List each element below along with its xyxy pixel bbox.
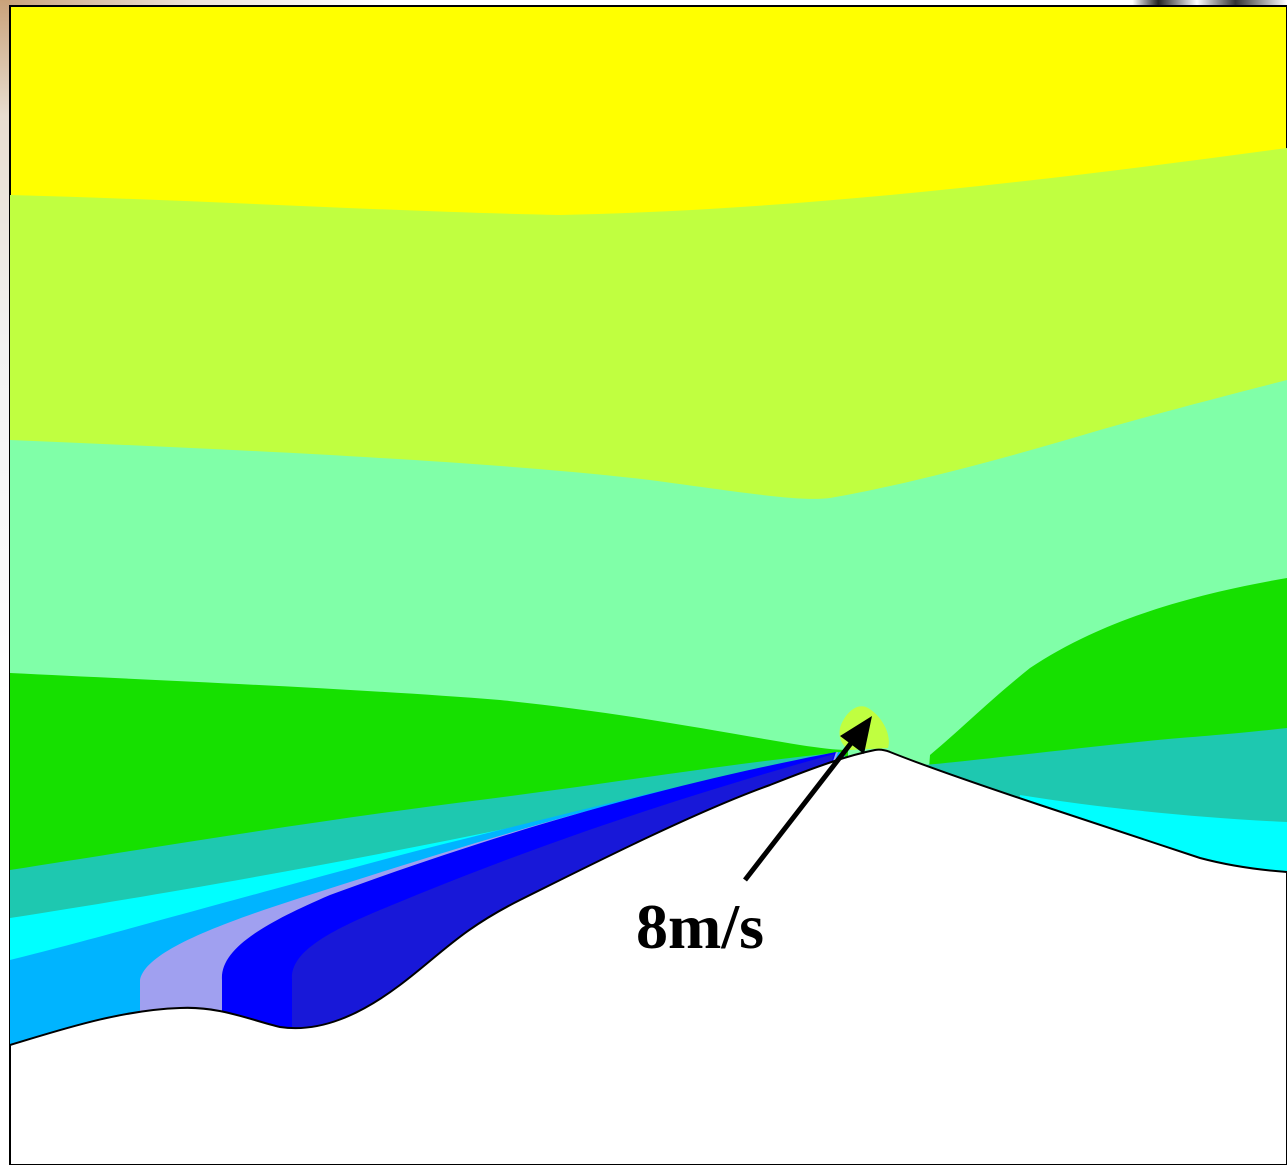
velocity-annotation-label: 8m/s [636, 891, 764, 962]
annotation-arrow [743, 716, 872, 882]
top-edge-strip [0, 0, 1287, 6]
terrain-profile [9, 748, 1287, 1165]
arrow-head [840, 716, 872, 754]
left-edge-strip [0, 0, 10, 1165]
arrow-shaft [743, 736, 857, 882]
